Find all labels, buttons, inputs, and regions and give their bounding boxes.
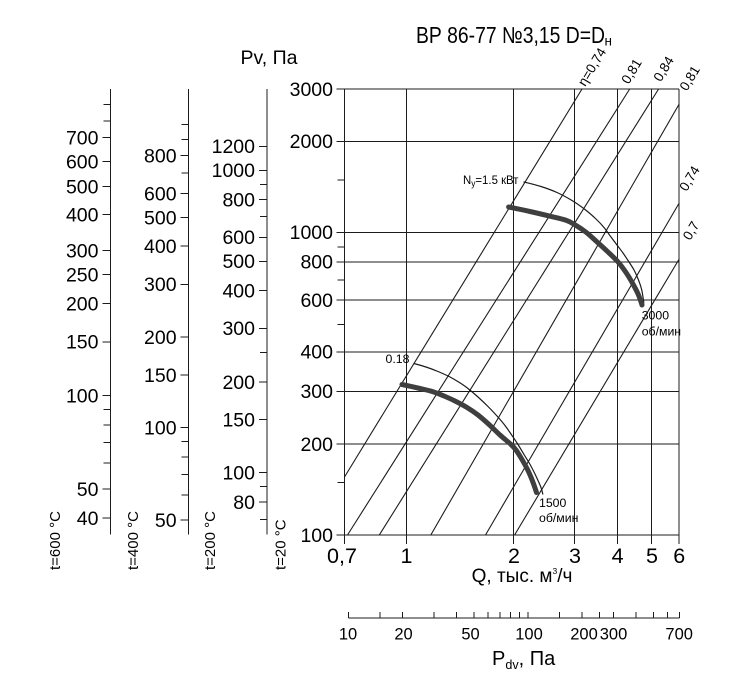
svg-text:3000: 3000 [642, 309, 670, 323]
svg-text:н: н [605, 34, 612, 49]
svg-text:300: 300 [66, 240, 99, 262]
svg-text:200: 200 [300, 434, 333, 456]
svg-text:300: 300 [222, 318, 255, 340]
svg-text:5: 5 [646, 544, 658, 568]
svg-text:40: 40 [77, 508, 99, 530]
svg-text:1000: 1000 [290, 222, 334, 244]
svg-text:150: 150 [66, 332, 99, 354]
svg-text:200: 200 [222, 372, 255, 394]
svg-text:800: 800 [300, 252, 333, 274]
svg-text:1: 1 [401, 544, 413, 568]
svg-text:100: 100 [515, 626, 543, 644]
svg-text:800: 800 [144, 145, 177, 167]
svg-text:2: 2 [508, 544, 520, 568]
svg-text:400: 400 [144, 236, 177, 258]
svg-text:500: 500 [66, 176, 99, 198]
svg-text:3000: 3000 [290, 79, 334, 101]
svg-text:50: 50 [155, 510, 177, 532]
svg-text:200: 200 [570, 626, 598, 644]
svg-text:100: 100 [300, 525, 333, 547]
svg-text:t=200 °C: t=200 °C [202, 511, 219, 570]
svg-text:300: 300 [144, 274, 177, 296]
svg-text:0.18: 0.18 [386, 352, 410, 366]
svg-text:100: 100 [144, 417, 177, 439]
svg-text:t=600 °C: t=600 °C [47, 511, 64, 570]
svg-text:150: 150 [222, 409, 255, 431]
svg-text:1200: 1200 [212, 136, 256, 158]
svg-text:200: 200 [144, 327, 177, 349]
svg-text:3: 3 [569, 544, 581, 568]
svg-text:600: 600 [144, 183, 177, 205]
svg-text:об/мин: об/мин [642, 324, 681, 338]
svg-text:200: 200 [66, 294, 99, 316]
svg-text:10: 10 [339, 626, 357, 644]
svg-text:Pv, Па: Pv, Па [240, 47, 297, 69]
svg-text:500: 500 [144, 207, 177, 229]
svg-text:50: 50 [77, 479, 99, 501]
svg-text:400: 400 [300, 342, 333, 364]
svg-text:400: 400 [66, 204, 99, 226]
svg-text:100: 100 [222, 462, 255, 484]
svg-text:Pdv, Па: Pdv, Па [492, 648, 556, 672]
svg-text:700: 700 [66, 127, 99, 149]
svg-text:Nу=1.5 кВт: Nу=1.5 кВт [463, 173, 519, 189]
svg-text:700: 700 [665, 626, 693, 644]
svg-text:600: 600 [66, 151, 99, 173]
svg-text:об/мин: об/мин [539, 511, 578, 525]
svg-text:0,7: 0,7 [327, 544, 357, 568]
svg-text:300: 300 [300, 381, 333, 403]
svg-text:400: 400 [222, 280, 255, 302]
svg-text:600: 600 [300, 290, 333, 312]
svg-text:500: 500 [222, 251, 255, 273]
svg-text:800: 800 [222, 189, 255, 211]
svg-text:Q, тыс. м3/ч: Q, тыс. м3/ч [472, 566, 573, 587]
svg-text:80: 80 [233, 492, 255, 514]
svg-text:t=20 °C: t=20 °C [273, 519, 290, 570]
svg-text:20: 20 [394, 626, 412, 644]
svg-text:250: 250 [66, 264, 99, 286]
svg-text:6: 6 [673, 544, 685, 568]
svg-text:50: 50 [461, 626, 479, 644]
svg-text:1500: 1500 [539, 496, 567, 510]
svg-text:ВР 86-77 №3,15 D=D: ВР 86-77 №3,15 D=D [416, 22, 605, 48]
svg-text:4: 4 [612, 544, 624, 568]
svg-text:300: 300 [600, 626, 628, 644]
svg-text:600: 600 [222, 227, 255, 249]
svg-text:100: 100 [66, 386, 99, 408]
svg-text:2000: 2000 [290, 131, 334, 153]
svg-text:t=400 °C: t=400 °C [125, 511, 142, 570]
svg-text:150: 150 [144, 365, 177, 387]
svg-text:1000: 1000 [212, 160, 256, 182]
